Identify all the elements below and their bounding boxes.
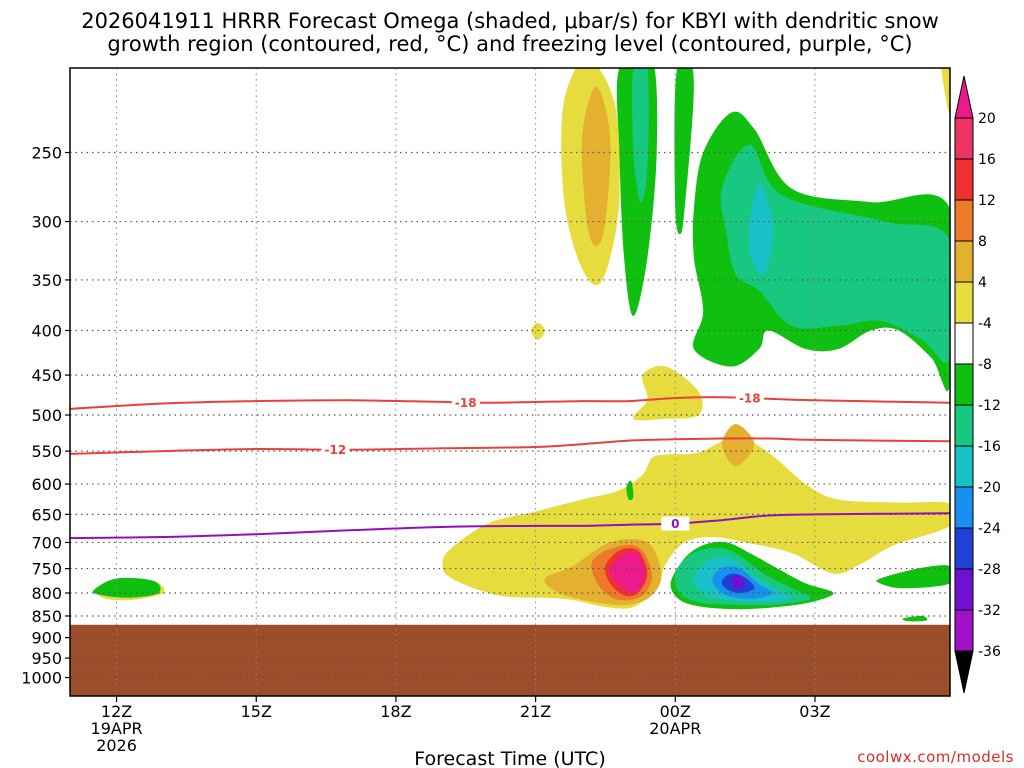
colorbar-band--24: [954, 527, 974, 570]
colorbar-label-8: 8: [978, 234, 987, 250]
y-tick-label-700: 700: [31, 533, 62, 552]
plot-frame: [69, 67, 951, 697]
omega-region-pos20-11: [609, 552, 645, 593]
colorbar-band--28: [954, 568, 974, 611]
x-tick-label-21Z-0: 21Z: [520, 702, 551, 721]
y-tick-label-600: 600: [31, 475, 62, 494]
colorbar-label--4: -4: [978, 316, 992, 332]
colorbar-label--8: -8: [978, 357, 992, 373]
colorbar-label--12: -12: [978, 398, 1001, 414]
colorbar-band--12: [954, 404, 974, 447]
contour-label--18-1: -18: [739, 392, 761, 406]
y-tick-label-950: 950: [31, 649, 62, 668]
y-tick-label-1000: 1000: [21, 669, 62, 688]
y-tick-label-500: 500: [31, 406, 62, 425]
omega-region-neg8-21: [632, 68, 649, 203]
contour-label-bg--12-0: [321, 442, 350, 457]
omega-region-pos4-5: [941, 68, 950, 115]
colorbar-label-12: 12: [978, 193, 996, 209]
plot-border: [69, 67, 951, 697]
colorbar-band-12: [954, 199, 974, 242]
y-tick-label-300: 300: [31, 213, 62, 232]
contour-label-bg--18-0: [451, 395, 480, 410]
y-tick-label-450: 450: [31, 366, 62, 385]
colorbar-band--32: [954, 609, 974, 652]
x-tick-label-15Z-0: 15Z: [241, 702, 272, 721]
temperature-contours: -18 -18 -12 0: [70, 391, 950, 540]
colorbar-label-4: 4: [978, 275, 987, 291]
x-tick-label-18Z-0: 18Z: [380, 702, 411, 721]
colorbar-label--28: -28: [978, 562, 1001, 578]
x-tick-label-00Z-1: 20APR: [649, 719, 701, 738]
contour-label--18-0: -18: [455, 396, 477, 410]
omega-shading: [92, 68, 950, 622]
omega-region-pos4-1: [632, 365, 703, 421]
colorbar-label-20: 20: [978, 111, 996, 127]
plot-background: [70, 68, 950, 696]
colorbar-label--36: -36: [978, 644, 1001, 660]
contour-label-bg-0-0: [661, 516, 690, 531]
colorbar-band--20: [954, 486, 974, 529]
colorbar-label--20: -20: [978, 480, 1001, 496]
y-tick-label-650: 650: [31, 505, 62, 524]
y-axis-pressure: 250 300 350 400 450 500 550 600 650 700 750 800 850 9…: [21, 144, 70, 688]
contour-label-bg--18-1: [735, 391, 764, 406]
omega-region-neg4-14: [674, 68, 694, 234]
y-tick-label-550: 550: [31, 442, 62, 461]
x-tick-label-12Z-1: 19APR: [91, 719, 143, 738]
x-tick-label-00Z-0: 00Z: [660, 702, 691, 721]
y-tick-label-400: 400: [31, 322, 62, 341]
contour-label-0-0: 0: [671, 517, 679, 531]
omega-region-neg4-18: [902, 615, 928, 622]
y-tick-label-850: 850: [31, 607, 62, 626]
colorbar-band--4: [954, 322, 974, 365]
omega-region-pos4-4: [531, 322, 545, 340]
colorbar-band--16: [954, 445, 974, 488]
colorbar-label--24: -24: [978, 521, 1001, 537]
x-tick-label-03Z-0: 03Z: [799, 702, 830, 721]
colorbar-band-4: [954, 281, 974, 324]
omega-region-pos8-6: [581, 86, 611, 246]
omega-region-neg4-17: [876, 565, 950, 589]
ground-below-surface: [70, 624, 950, 696]
colorbar-under-triangle: [954, 650, 974, 694]
contour--12: [70, 437, 950, 455]
title-line-1: 2026041911 HRRR Forecast Omega (shaded, …: [81, 9, 939, 33]
y-tick-label-250: 250: [31, 144, 62, 163]
title-line-2: growth region (contoured, red, °C) and f…: [107, 32, 912, 56]
colorbar-band--8: [954, 363, 974, 406]
grid-lines: [70, 68, 950, 696]
colorbar-band-16: [954, 158, 974, 201]
omega-region-neg4-19: [626, 480, 634, 501]
x-axis-title: Forecast Time (UTC): [414, 748, 605, 768]
colorbar-label-16: 16: [978, 152, 996, 168]
chart-title: 2026041911 HRRR Forecast Omega (shaded, …: [81, 9, 939, 56]
contour-0: [70, 512, 950, 540]
colorbar-label--32: -32: [978, 603, 1001, 619]
omega-region-pos8-7: [721, 424, 755, 466]
y-tick-label-750: 750: [31, 560, 62, 579]
credit-text[interactable]: coolwx.com/models: [857, 748, 1014, 766]
plot-area: [70, 68, 950, 696]
colorbar-over-triangle: [954, 75, 974, 119]
x-tick-label-12Z-2: 2026: [96, 736, 137, 755]
ground-fill: [70, 624, 950, 696]
y-tick-label-800: 800: [31, 584, 62, 603]
y-tick-label-350: 350: [31, 271, 62, 290]
contour-label--12-0: -12: [325, 443, 347, 457]
omega-region-neg12-23: [748, 184, 774, 275]
x-tick-label-12Z-0: 12Z: [101, 702, 132, 721]
colorbar-label--16: -16: [978, 439, 1001, 455]
omega-region-neg24-27: [730, 575, 746, 589]
colorbar-band-8: [954, 240, 974, 283]
y-tick-label-900: 900: [31, 629, 62, 648]
omega-region-neg8-20: [720, 144, 950, 363]
colorbar-band-20: [954, 117, 974, 160]
contour--18: [70, 396, 950, 410]
colorbar-legend: 20 16 12 8 4 -4 -8 -12 -16 -20 -24 -28 -32 -36: [954, 75, 1001, 694]
